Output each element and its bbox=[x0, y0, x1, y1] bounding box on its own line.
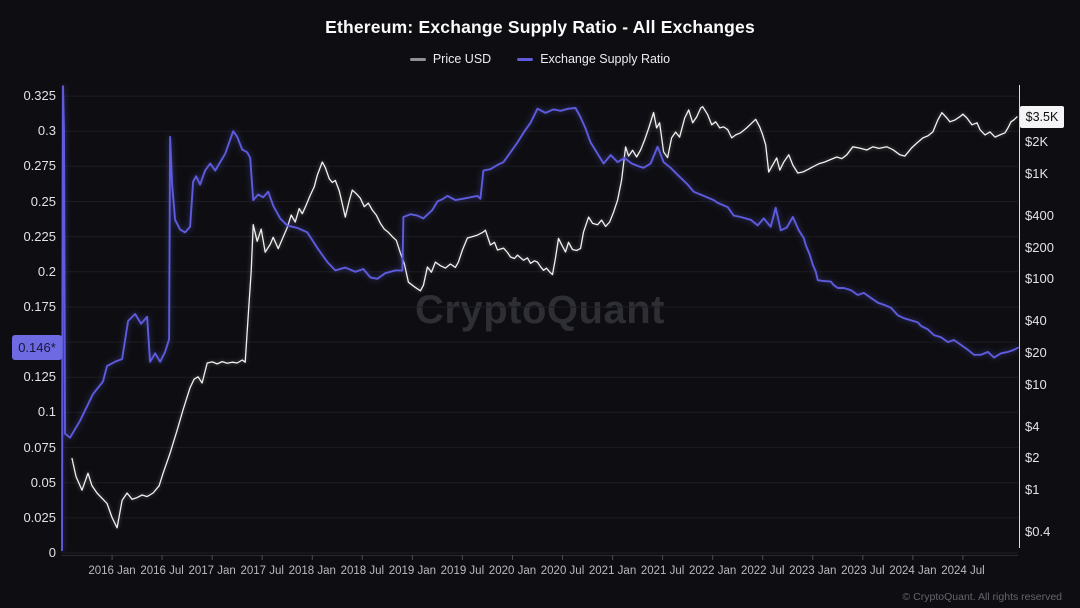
ratio-current-value-badge: 0.146* bbox=[12, 335, 62, 361]
tick-label: 2021 Jul bbox=[640, 565, 685, 577]
tick-label: 0.1 bbox=[37, 404, 56, 420]
price-current-value-badge: $3.5K bbox=[1020, 105, 1064, 128]
tick-label: 2021 Jan bbox=[588, 565, 637, 577]
tick-label: $2K bbox=[1025, 134, 1049, 150]
series-line-exchange-supply-ratio[interactable] bbox=[61, 85, 1019, 552]
tick-label: 2018 Jan bbox=[288, 565, 336, 577]
ratio-line-swatch-icon bbox=[517, 57, 534, 61]
tick-label: 2024 Jul bbox=[941, 565, 985, 577]
tick-label: 2019 Jul bbox=[440, 565, 485, 577]
tick-label: $400 bbox=[1025, 207, 1054, 223]
tick-label: 2023 Jul bbox=[841, 565, 885, 577]
series-line-price-usd[interactable] bbox=[71, 106, 1018, 529]
tick-label: 0.025 bbox=[23, 509, 56, 525]
tick-label: 2022 Jan bbox=[689, 565, 737, 577]
tick-label: $1K bbox=[1025, 166, 1049, 181]
tick-label: 0.125 bbox=[23, 369, 56, 385]
tick-label: 0.25 bbox=[30, 193, 56, 209]
tick-label: 2016 Jan bbox=[88, 565, 136, 577]
tick-label: 2016 Jul bbox=[140, 565, 184, 577]
tick-label: 0.075 bbox=[23, 439, 56, 455]
tick-label: $40 bbox=[1025, 313, 1047, 329]
legend-item-price-usd[interactable]: Price USD bbox=[409, 52, 492, 66]
chart-footer: © CryptoQuant. All rights reserved bbox=[903, 591, 1062, 603]
tick-label: 0.175 bbox=[23, 298, 56, 314]
tick-label: $200 bbox=[1025, 239, 1054, 255]
tick-label: 0.05 bbox=[30, 474, 56, 490]
tick-label: 2024 Jan bbox=[889, 565, 937, 577]
tick-label: 2017 Jul bbox=[240, 565, 284, 577]
copyright-text: © CryptoQuant. All rights reserved bbox=[902, 591, 1062, 603]
chart-legend: Price USD Exchange Supply Ratio bbox=[0, 52, 1080, 66]
tick-label: 0.275 bbox=[23, 158, 56, 174]
tick-label: 2022 Jul bbox=[740, 565, 785, 577]
tick-label: $1 bbox=[1025, 482, 1040, 498]
tick-label: 2017 Jan bbox=[188, 565, 236, 577]
tick-label: $0.4 bbox=[1025, 524, 1051, 540]
tick-label: 2023 Jan bbox=[789, 565, 837, 577]
legend-label-exchange-supply-ratio: Exchange Supply Ratio bbox=[540, 52, 671, 66]
tick-label: 0.3 bbox=[37, 123, 56, 139]
chart-title: Ethereum: Exchange Supply Ratio - All Ex… bbox=[325, 17, 755, 37]
tick-label: $100 bbox=[1025, 271, 1054, 287]
tick-label: 0.325 bbox=[23, 88, 56, 104]
tick-label: $4 bbox=[1025, 418, 1040, 434]
tick-label: $10 bbox=[1025, 376, 1047, 392]
legend-label-price-usd: Price USD bbox=[432, 52, 492, 66]
tick-label: 0 bbox=[48, 545, 56, 560]
tick-label: 0.2 bbox=[37, 263, 56, 279]
tick-label: 2020 Jul bbox=[540, 565, 585, 577]
legend-item-exchange-supply-ratio[interactable]: Exchange Supply Ratio bbox=[517, 52, 670, 66]
tick-label: $20 bbox=[1025, 345, 1047, 361]
tick-label: $2 bbox=[1025, 450, 1040, 466]
price-line-swatch-icon bbox=[409, 57, 426, 61]
tick-label: 0.225 bbox=[23, 228, 56, 244]
tick-label: 2019 Jan bbox=[388, 565, 437, 577]
tick-label: 2020 Jan bbox=[488, 565, 537, 577]
tick-label: 2018 Jul bbox=[340, 565, 385, 577]
